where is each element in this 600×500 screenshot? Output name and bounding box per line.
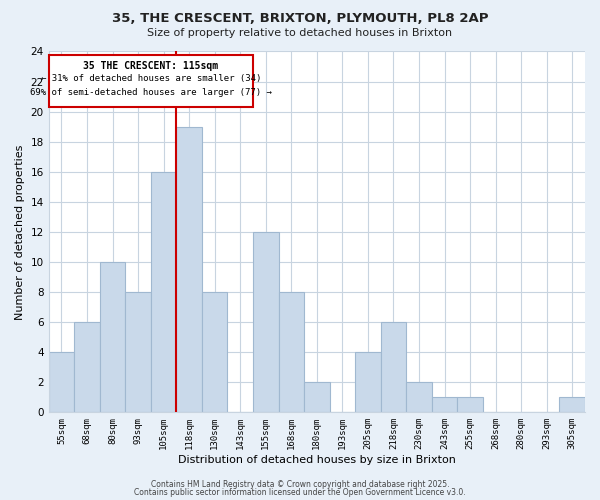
Bar <box>278 292 304 412</box>
Bar <box>304 382 329 412</box>
Bar <box>355 352 380 412</box>
Bar <box>100 262 125 412</box>
Bar <box>49 352 74 412</box>
Text: Size of property relative to detached houses in Brixton: Size of property relative to detached ho… <box>148 28 452 38</box>
Bar <box>406 382 432 412</box>
Text: 69% of semi-detached houses are larger (77) →: 69% of semi-detached houses are larger (… <box>30 88 272 96</box>
Text: 35 THE CRESCENT: 115sqm: 35 THE CRESCENT: 115sqm <box>83 60 218 70</box>
Y-axis label: Number of detached properties: Number of detached properties <box>15 144 25 320</box>
Bar <box>74 322 100 412</box>
Bar <box>176 126 202 412</box>
Text: Contains HM Land Registry data © Crown copyright and database right 2025.: Contains HM Land Registry data © Crown c… <box>151 480 449 489</box>
X-axis label: Distribution of detached houses by size in Brixton: Distribution of detached houses by size … <box>178 455 456 465</box>
Bar <box>125 292 151 412</box>
Text: ← 31% of detached houses are smaller (34): ← 31% of detached houses are smaller (34… <box>41 74 261 83</box>
Bar <box>559 398 585 412</box>
Bar <box>202 292 227 412</box>
Bar <box>253 232 278 412</box>
Text: Contains public sector information licensed under the Open Government Licence v3: Contains public sector information licen… <box>134 488 466 497</box>
FancyBboxPatch shape <box>49 54 253 107</box>
Bar <box>380 322 406 412</box>
Bar <box>151 172 176 412</box>
Text: 35, THE CRESCENT, BRIXTON, PLYMOUTH, PL8 2AP: 35, THE CRESCENT, BRIXTON, PLYMOUTH, PL8… <box>112 12 488 26</box>
Bar <box>432 398 457 412</box>
Bar <box>457 398 483 412</box>
